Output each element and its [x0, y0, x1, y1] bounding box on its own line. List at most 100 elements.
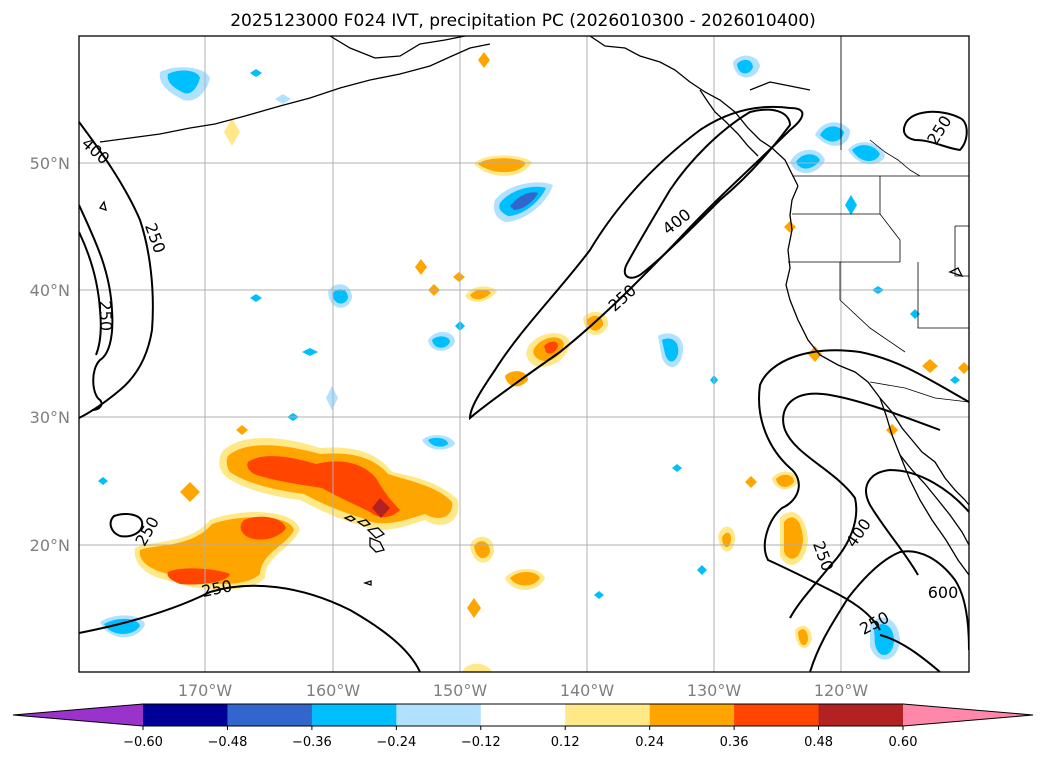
pos-speck-c	[415, 259, 427, 275]
neg-speck-a	[250, 294, 262, 302]
ivt-contour-250-southeast	[809, 550, 969, 672]
political-borders	[788, 36, 969, 403]
ivt-contour-250-southeast-2	[879, 634, 941, 672]
colorbar-tick-label: −0.60	[123, 735, 163, 750]
colorbar-tick-label: 0.24	[635, 735, 664, 750]
lat-label-30n: 30°N	[30, 408, 70, 427]
neg-anomaly-aleutian-core	[167, 70, 200, 94]
lat-label-50n: 50°N	[30, 154, 70, 173]
neg-anomaly-bc-1-core	[820, 126, 844, 142]
colorbar-bin	[227, 704, 313, 726]
pos-anomaly-east-3-mid	[798, 629, 808, 646]
colorbar-tick-label: 0.60	[889, 735, 918, 750]
pos-speck-a	[180, 482, 200, 502]
colorbar-ticks: −0.60 −0.48 −0.36 −0.24 −0.12 0.12 0.24 0.36 0.4…	[123, 726, 917, 750]
border-nv-az	[917, 262, 969, 329]
map-title: 2025123000 F024 IVT, precipitation PC (2…	[230, 11, 816, 31]
gridlines	[79, 36, 969, 672]
colorbar-tick-label: 0.12	[551, 735, 580, 750]
coastline-bc-islands	[699, 89, 759, 157]
neg-speck-j	[697, 565, 707, 575]
coastline-small-island-3	[948, 267, 964, 278]
colorbar: −0.60 −0.48 −0.36 −0.24 −0.12 0.12 0.24 0.36 0.4…	[12, 703, 1034, 750]
coastline-baja	[879, 397, 969, 546]
border-ca-nv	[839, 262, 906, 353]
neg-anomaly-gulf-core	[510, 192, 538, 210]
ivt-contour-250-east-outer	[758, 349, 969, 631]
colorbar-bin	[311, 704, 397, 726]
coastline-west-coast	[785, 185, 969, 506]
latitude-labels: 50°N 40°N 30°N 20°N	[30, 154, 70, 555]
map-frame	[78, 35, 970, 673]
border-us-mexico	[869, 381, 969, 403]
pos-anomaly-baja-mid	[784, 517, 803, 559]
coastline-alaska-peninsula	[99, 43, 491, 143]
neg-speck-f	[845, 195, 857, 215]
pos-speck-i	[808, 346, 822, 362]
colorbar-bin	[565, 704, 651, 726]
coastline-hawaii-3	[366, 527, 386, 539]
pos-speck-f	[478, 52, 490, 68]
pos-speck-b	[224, 118, 240, 146]
pos-anomaly-southwest-strong-2	[167, 568, 230, 585]
ivt-contour-400-ar	[623, 108, 792, 279]
lon-label-160w: 160°W	[306, 681, 361, 700]
colorbar-under-extension	[13, 704, 143, 726]
pos-anomaly-southwest-strong	[240, 516, 286, 540]
ivt-contour-250-bc	[902, 110, 968, 152]
border-mt	[954, 225, 969, 277]
colorbar-tick-label: −0.36	[292, 735, 332, 750]
colorbar-tick-label: −0.24	[376, 735, 416, 750]
pos-speck-m	[745, 476, 757, 488]
lon-label-140w: 140°W	[560, 681, 615, 700]
neg-speck-k	[98, 477, 108, 485]
neg-anomaly-bc-2-core	[852, 145, 880, 162]
neg-anomaly-42n-core	[332, 289, 348, 304]
coastline-alaska-gulf	[589, 36, 799, 187]
ivt-contour-250-southwest	[79, 584, 421, 672]
colorbar-tick-label: −0.48	[208, 735, 248, 750]
neg-speck-c	[326, 386, 338, 410]
colorbar-bins	[143, 704, 904, 726]
pos-anomaly-hawaii-strong	[247, 456, 400, 518]
coastline-arctic-top	[749, 81, 811, 91]
ivt-contour-400-west	[79, 121, 154, 419]
colorbar-bin	[649, 704, 735, 726]
longitude-labels: 170°W 160°W 150°W 140°W 130°W 120°W	[178, 681, 869, 700]
lon-label-170w: 170°W	[178, 681, 233, 700]
coastline-hawaii-4	[369, 537, 385, 553]
pos-speck-l	[958, 362, 969, 374]
pos-anomaly-hawaii-max	[372, 498, 390, 518]
pos-anomaly-sub-2-mid	[510, 572, 540, 586]
neg-speck-m	[910, 309, 920, 319]
coastline-small-island-1	[98, 200, 107, 211]
coastlines	[98, 36, 969, 586]
ivt-contour-400-east	[782, 392, 941, 619]
neg-anomaly-36n-core	[432, 336, 450, 348]
coastline-hawaii-1	[343, 515, 357, 522]
pos-anomaly-east-2-mid	[722, 532, 732, 548]
neg-speck-i	[594, 591, 604, 599]
colorbar-bin	[818, 704, 904, 726]
border-canada-bc-ab	[869, 139, 921, 177]
neg-anomaly-southwest-core	[104, 618, 140, 634]
ivt-contour-600-east	[865, 468, 969, 576]
ivt-contour-250-west-outer	[79, 204, 114, 411]
pos-speck-h	[236, 425, 248, 435]
pos-anomaly-south-edge	[462, 663, 492, 672]
neg-speck-n	[950, 376, 960, 384]
pos-anomaly-ar-1-strong	[544, 341, 558, 354]
lon-label-130w: 130°W	[687, 681, 742, 700]
coastline-alaska-mainland	[329, 36, 466, 59]
map-panel: 400 250 250 250 400 250 250 250 400 250 …	[78, 35, 970, 673]
colorbar-over-extension	[903, 704, 1033, 726]
contour-label-250-west-b: 250	[95, 300, 115, 331]
colorbar-tick-label: 0.48	[804, 735, 833, 750]
lat-label-40n: 40°N	[30, 281, 70, 300]
pos-anomaly-gulf-north-mid	[478, 158, 526, 173]
ivt-contour-250-west-inner	[79, 231, 102, 356]
ivt-contours	[79, 105, 969, 672]
pos-anomaly-east-1-mid	[776, 474, 794, 487]
lon-label-150w: 150°W	[433, 681, 488, 700]
